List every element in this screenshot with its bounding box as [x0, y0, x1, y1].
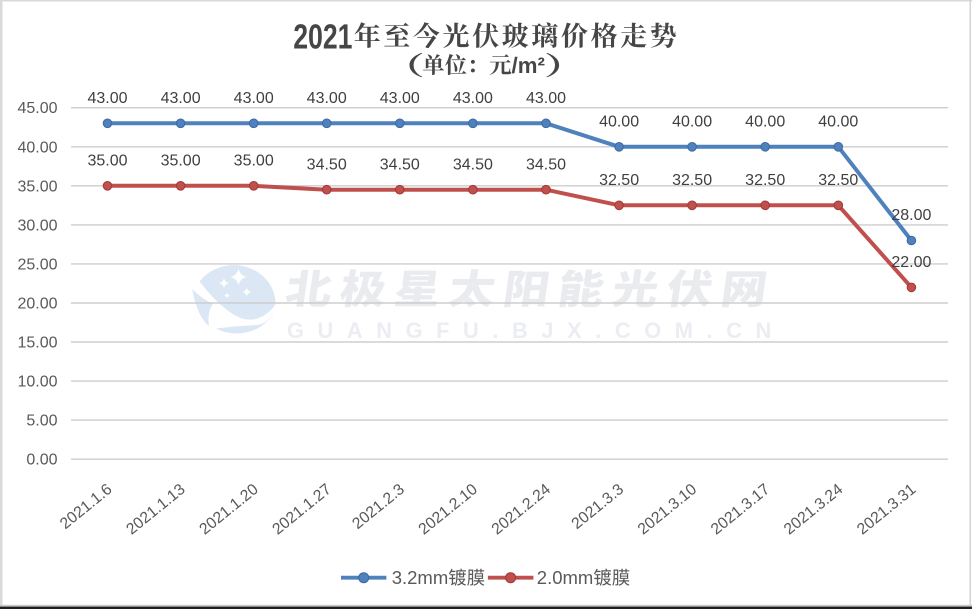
svg-text:35.00: 35.00 — [17, 178, 57, 195]
svg-text:43.00: 43.00 — [526, 90, 566, 107]
svg-text:10.00: 10.00 — [17, 374, 57, 391]
svg-text:34.50: 34.50 — [526, 156, 566, 173]
svg-text:43.00: 43.00 — [453, 90, 493, 107]
svg-text:45.00: 45.00 — [17, 100, 57, 117]
svg-text:32.50: 32.50 — [818, 172, 858, 189]
svg-text:3.2mm: 3.2mm — [392, 567, 449, 588]
svg-text:43.00: 43.00 — [380, 90, 420, 107]
svg-text:0.00: 0.00 — [26, 452, 57, 469]
svg-text:25.00: 25.00 — [17, 256, 57, 273]
svg-text:43.00: 43.00 — [307, 90, 347, 107]
svg-text:34.50: 34.50 — [307, 156, 347, 173]
svg-text:32.50: 32.50 — [599, 172, 639, 189]
svg-text:34.50: 34.50 — [380, 156, 420, 173]
svg-text:40.00: 40.00 — [672, 114, 712, 131]
svg-text:40.00: 40.00 — [818, 114, 858, 131]
svg-text:28.00: 28.00 — [891, 207, 931, 224]
svg-text:35.00: 35.00 — [161, 153, 201, 170]
svg-text:22.00: 22.00 — [891, 254, 931, 271]
svg-text:40.00: 40.00 — [745, 114, 785, 131]
svg-text:2.0mm: 2.0mm — [537, 567, 594, 588]
svg-text:32.50: 32.50 — [745, 172, 785, 189]
svg-text:30.00: 30.00 — [17, 217, 57, 234]
svg-text:43.00: 43.00 — [161, 90, 201, 107]
svg-text:32.50: 32.50 — [672, 172, 712, 189]
svg-text:43.00: 43.00 — [234, 90, 274, 107]
svg-text:35.00: 35.00 — [87, 153, 127, 170]
svg-text:5.00: 5.00 — [26, 413, 57, 430]
svg-text:GUANGFU.BJX.COM.CN: GUANGFU.BJX.COM.CN — [287, 318, 785, 343]
svg-text:15.00: 15.00 — [17, 335, 57, 352]
svg-text:35.00: 35.00 — [234, 153, 274, 170]
svg-text:34.50: 34.50 — [453, 156, 493, 173]
svg-text:40.00: 40.00 — [599, 114, 639, 131]
svg-text:20.00: 20.00 — [17, 296, 57, 313]
svg-text:43.00: 43.00 — [87, 90, 127, 107]
svg-text:40.00: 40.00 — [17, 139, 57, 156]
